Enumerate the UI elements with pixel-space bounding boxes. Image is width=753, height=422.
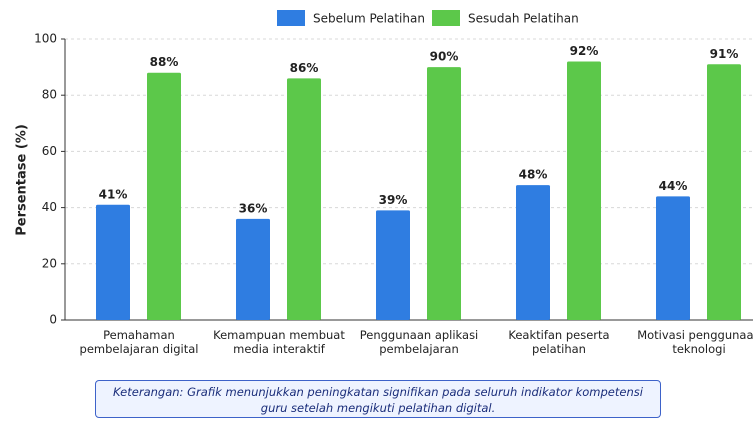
legend-label: Sesudah Pelatihan — [468, 12, 579, 26]
bar — [427, 67, 461, 320]
note: Keterangan: Grafik menunjukkan peningkat… — [95, 380, 661, 418]
data-label: 48% — [519, 168, 548, 182]
data-label: 44% — [659, 179, 688, 193]
bar — [707, 64, 741, 320]
data-label: 86% — [290, 61, 319, 75]
x-tick-label: Keaktifan peserta pelatihan — [508, 328, 610, 356]
y-tick-label: 0 — [49, 313, 57, 327]
data-label: 36% — [239, 201, 268, 215]
bar — [96, 204, 130, 320]
x-tick-label: Pemahaman pembelajaran digital — [79, 328, 199, 356]
y-tick-label: 80 — [42, 88, 57, 102]
x-tick-label: Motivasi penggunaan teknologi — [637, 328, 753, 356]
data-label: 41% — [99, 187, 128, 201]
bar — [516, 185, 550, 320]
y-tick-label: 100 — [34, 32, 57, 46]
y-tick-label: 20 — [42, 256, 57, 270]
bar — [287, 78, 321, 320]
x-tick-label: Penggunaan aplikasi pembelajaran — [359, 328, 479, 356]
data-label: 91% — [710, 47, 739, 61]
y-tick-label: 40 — [42, 200, 57, 214]
bar — [656, 196, 690, 320]
bar — [567, 61, 601, 320]
data-label: 90% — [430, 50, 459, 64]
legend-swatch — [432, 10, 460, 26]
data-label: 39% — [379, 193, 408, 207]
bar — [236, 218, 270, 320]
bar — [147, 72, 181, 320]
y-tick-label: 60 — [42, 144, 57, 158]
bar — [376, 210, 410, 320]
data-label: 88% — [150, 55, 179, 69]
legend-label: Sebelum Pelatihan — [313, 12, 425, 26]
legend-swatch — [277, 10, 305, 26]
y-axis-label: Persentase (%) — [15, 124, 30, 236]
data-label: 92% — [570, 44, 599, 58]
x-tick-label: Kemampuan membuat media interaktif — [213, 328, 345, 356]
